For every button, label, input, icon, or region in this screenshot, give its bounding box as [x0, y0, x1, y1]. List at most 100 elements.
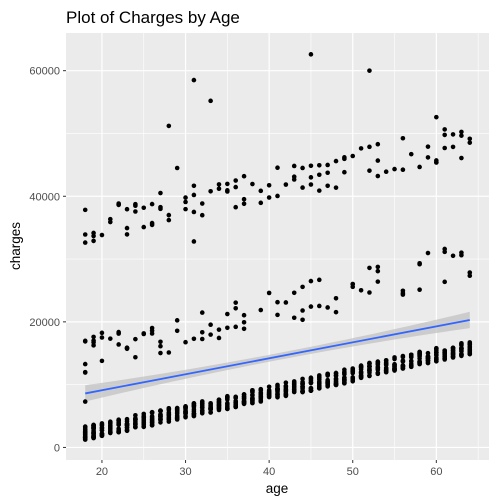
data-point: [158, 339, 163, 345]
data-point: [434, 114, 439, 120]
data-point: [124, 225, 130, 231]
data-point: [275, 312, 280, 318]
data-point: [241, 400, 247, 405]
data-point: [400, 290, 406, 296]
data-point: [141, 421, 147, 427]
data-point: [124, 206, 130, 212]
data-point: [141, 331, 147, 336]
data-point: [183, 206, 188, 212]
data-point: [233, 404, 239, 410]
data-point: [325, 183, 330, 189]
data-point: [208, 322, 213, 328]
trend-line: [85, 319, 470, 395]
data-point: [225, 325, 230, 331]
data-point: [400, 167, 406, 173]
data-point: [450, 132, 456, 137]
data-point: [116, 202, 121, 208]
data-point: [141, 418, 147, 424]
data-point: [82, 399, 88, 404]
data-point: [233, 178, 239, 183]
data-point: [333, 370, 339, 376]
data-point: [191, 336, 197, 342]
data-point: [258, 386, 264, 392]
data-point: [275, 165, 280, 170]
data-point: [434, 160, 439, 165]
data-point: [183, 405, 188, 411]
data-point: [233, 401, 239, 406]
data-point: [91, 238, 96, 244]
data-point: [333, 376, 339, 381]
data-point: [333, 185, 339, 190]
data-point: [199, 212, 205, 218]
data-point: [82, 434, 88, 440]
data-point: [216, 399, 222, 405]
data-point: [300, 384, 305, 389]
data-point: [191, 413, 197, 419]
data-point: [258, 200, 264, 206]
data-point: [325, 373, 330, 378]
data-point: [275, 299, 280, 305]
data-point: [233, 324, 239, 330]
data-point: [408, 363, 414, 368]
data-point: [82, 338, 88, 344]
data-point: [400, 135, 406, 141]
data-point: [91, 422, 96, 428]
data-point: [358, 374, 364, 380]
data-point: [166, 415, 172, 421]
data-point: [158, 204, 163, 210]
data-point: [149, 419, 155, 424]
data-point: [308, 380, 314, 386]
data-point: [99, 358, 105, 364]
data-point: [183, 414, 188, 420]
data-point: [99, 427, 105, 433]
data-point: [133, 419, 138, 424]
data-point: [241, 394, 247, 400]
data-point: [216, 335, 222, 341]
data-point: [133, 201, 138, 207]
data-point: [233, 204, 239, 210]
data-point: [308, 304, 314, 309]
data-point: [408, 151, 414, 157]
data-point: [333, 381, 339, 386]
data-point: [250, 395, 255, 401]
data-point: [425, 250, 431, 256]
data-point: [425, 144, 431, 149]
data-point: [459, 345, 464, 351]
chart-title: Plot of Charges by Age: [66, 8, 240, 27]
data-point: [291, 174, 297, 180]
data-point: [99, 232, 105, 238]
data-point: [375, 158, 381, 163]
data-point: [149, 201, 155, 207]
data-point: [283, 388, 289, 393]
data-point: [408, 352, 414, 358]
data-point: [467, 140, 473, 145]
data-point: [225, 311, 230, 317]
data-point: [133, 209, 138, 214]
data-point: [124, 425, 130, 430]
data-point: [250, 388, 255, 394]
data-point: [342, 375, 347, 381]
data-point: [450, 350, 456, 356]
data-point: [91, 230, 96, 236]
data-point: [442, 279, 447, 285]
data-point: [199, 329, 205, 335]
data-point: [300, 317, 305, 323]
data-point: [375, 141, 381, 147]
data-point: [459, 250, 464, 255]
data-point: [191, 408, 197, 414]
data-point: [266, 389, 272, 394]
data-point: [375, 370, 381, 376]
data-point: [199, 310, 205, 315]
data-point: [383, 169, 389, 175]
data-point: [467, 136, 473, 142]
data-point: [316, 374, 322, 380]
data-point: [316, 303, 322, 309]
data-point: [358, 370, 364, 376]
data-point: [225, 406, 230, 412]
data-point: [208, 98, 213, 104]
data-point: [275, 383, 280, 389]
data-point: [300, 165, 305, 171]
data-point: [450, 144, 456, 150]
data-point: [241, 320, 247, 325]
data-point: [91, 343, 96, 348]
